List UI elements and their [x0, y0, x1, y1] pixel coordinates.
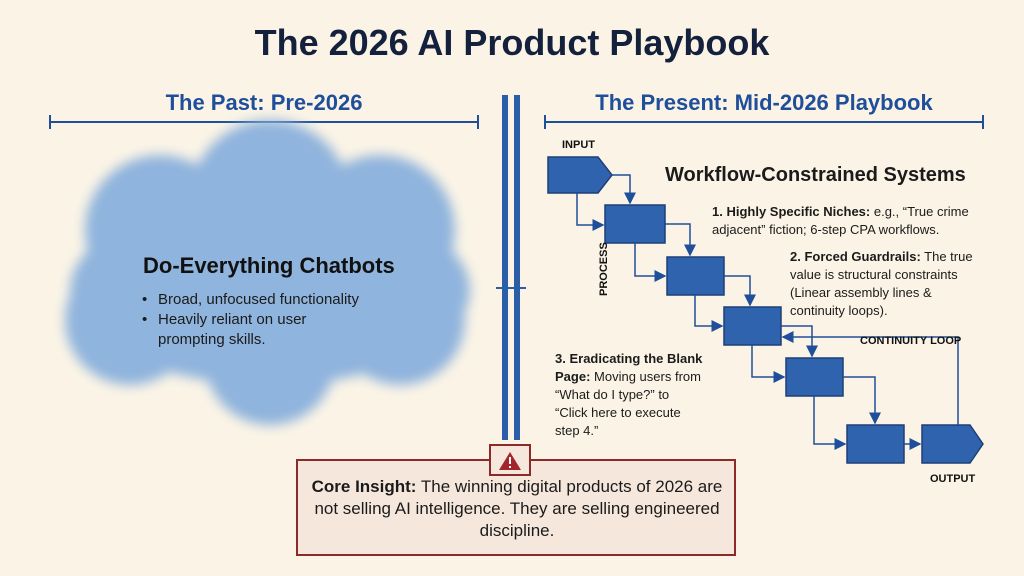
point-title: Forced Guardrails: [804, 249, 921, 264]
point: 1. Highly Specific Niches: e.g., “True c… [712, 203, 984, 239]
bullet: Broad, unfocused functionality [140, 290, 370, 310]
insight-text: The winning digital products of 2026 are… [314, 477, 723, 540]
flow-label: PROCESS [598, 242, 610, 296]
flow-label: CONTINUITY LOOP [860, 335, 962, 347]
title: The 2026 AI Product Playbook [254, 22, 770, 63]
insight-box [296, 444, 736, 556]
insight-label: Core Insight: [311, 477, 417, 496]
past-heading: The Past: Pre-2026 [165, 90, 363, 115]
insight: Core Insight: The winning digital produc… [300, 476, 734, 542]
card-title: Do-Everything Chatbots [143, 253, 395, 278]
bullet-list: Broad, unfocused functionality Heavily r… [140, 290, 370, 350]
point: 3. Eradicating the Blank Page: Moving us… [555, 350, 705, 440]
flow-label: INPUT [562, 139, 595, 151]
point-number: 2. [790, 249, 801, 264]
point-text: e.g., “True crime adjacent” fiction; 6-s… [712, 204, 969, 237]
flow-label: OUTPUT [930, 473, 976, 485]
point-number: 1. [712, 204, 723, 219]
subtitle: Workflow-Constrained Systems [665, 164, 966, 186]
point-title: Eradicating the Blank Page: [555, 351, 703, 384]
flowchart [547, 156, 984, 464]
point-text: Moving users from “What do I type?” to “… [555, 369, 701, 438]
flow-arrows [576, 174, 959, 450]
point-text: The true value is structural constraints… [790, 249, 973, 318]
divider [496, 95, 526, 440]
point-number: 3. [555, 351, 566, 366]
point-title: Highly Specific Niches: [726, 204, 871, 219]
present-heading: The Present: Mid-2026 Playbook [595, 90, 933, 115]
point: 2. Forced Guardrails: The true value is … [790, 248, 985, 320]
bullet: Heavily reliant on user prompting skills… [140, 310, 370, 350]
